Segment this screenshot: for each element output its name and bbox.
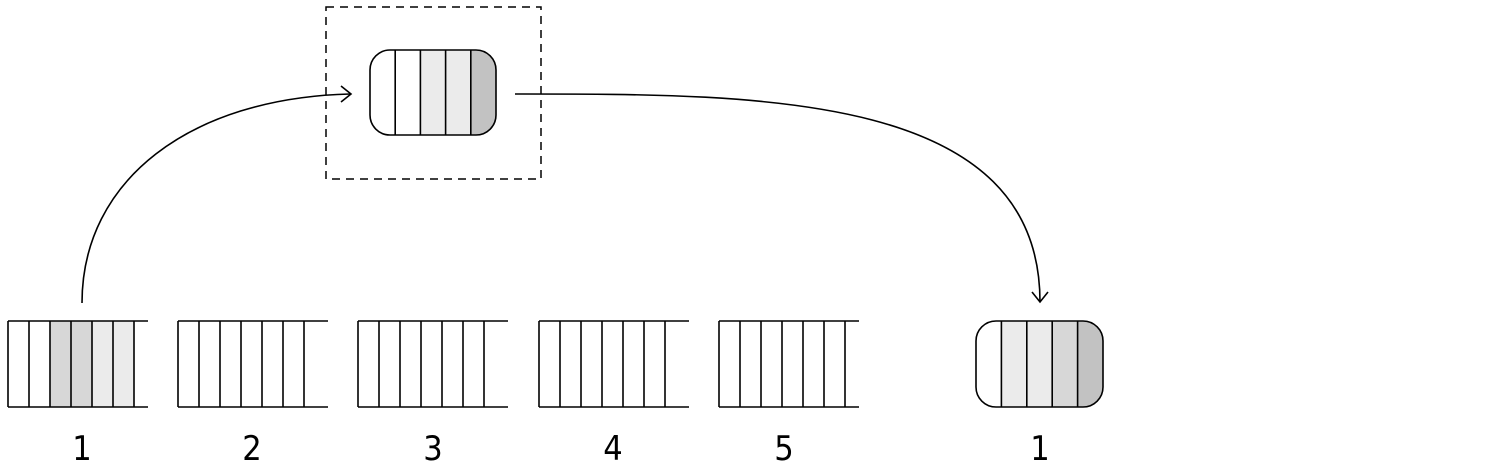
dequeue-arrow xyxy=(81,93,351,304)
buffer-5: 5 xyxy=(718,320,859,469)
buffer-slot xyxy=(623,321,644,407)
buffer-slot xyxy=(50,321,71,407)
buffer-queues: 1 2 3 4 5 xyxy=(7,320,859,469)
buffer-slot xyxy=(761,321,782,407)
buffer-slot xyxy=(803,321,824,407)
buffer-slot xyxy=(358,321,379,407)
buffer-slot xyxy=(199,321,220,407)
buffer-label: 5 xyxy=(774,429,793,469)
packet-segment xyxy=(1001,321,1028,407)
delivered-packet: 1 xyxy=(975,320,1104,469)
buffer-slot xyxy=(92,321,113,407)
buffer-4: 4 xyxy=(538,320,689,469)
buffer-slot xyxy=(665,321,686,407)
buffer-label: 1 xyxy=(72,429,91,469)
buffer-slot xyxy=(421,321,442,407)
packet-segment xyxy=(1077,321,1103,407)
packet-segment xyxy=(395,50,421,135)
delivered-packet-label: 1 xyxy=(1030,429,1049,469)
buffer-slot xyxy=(283,321,304,407)
buffer-slot xyxy=(824,321,845,407)
buffer-slot xyxy=(304,321,325,407)
packet-segment xyxy=(470,50,496,135)
buffer-slot xyxy=(644,321,665,407)
buffer-slot xyxy=(262,321,283,407)
buffer-slot xyxy=(539,321,560,407)
buffer-slot xyxy=(484,321,505,407)
buffer-2: 2 xyxy=(177,320,328,469)
buffer-slot xyxy=(379,321,400,407)
deliver-arrow xyxy=(514,93,1041,303)
buffer-slot xyxy=(29,321,50,407)
buffer-slot xyxy=(602,321,623,407)
buffer-slot xyxy=(581,321,602,407)
packet-in-transit xyxy=(369,49,497,136)
buffer-slot xyxy=(740,321,761,407)
buffer-1: 1 xyxy=(7,320,148,469)
buffer-3: 3 xyxy=(357,320,508,469)
buffer-slot xyxy=(560,321,581,407)
buffer-slot xyxy=(463,321,484,407)
dequeue-arrowhead xyxy=(340,85,353,103)
buffer-label: 2 xyxy=(242,429,261,469)
buffer-slot xyxy=(719,321,740,407)
buffer-slot xyxy=(220,321,241,407)
buffer-label: 3 xyxy=(423,429,442,469)
buffer-slot xyxy=(845,321,859,407)
packet-segment xyxy=(445,50,472,135)
packet-segment xyxy=(370,50,396,135)
packet-segment xyxy=(976,321,1002,407)
packet-segment xyxy=(420,50,447,135)
buffer-slot xyxy=(71,321,92,407)
buffer-slot xyxy=(400,321,421,407)
buffer-slot xyxy=(113,321,134,407)
buffer-slot xyxy=(782,321,803,407)
buffer-label: 4 xyxy=(603,429,622,469)
deliver-arrowhead xyxy=(1031,291,1049,304)
buffer-slot xyxy=(241,321,262,407)
buffer-slot xyxy=(178,321,199,407)
buffer-slot xyxy=(442,321,463,407)
buffer-slot xyxy=(8,321,29,407)
buffer-slot xyxy=(134,321,148,407)
packet-segment xyxy=(1052,321,1079,407)
packet-segment xyxy=(1026,321,1053,407)
processing-box xyxy=(325,6,542,180)
